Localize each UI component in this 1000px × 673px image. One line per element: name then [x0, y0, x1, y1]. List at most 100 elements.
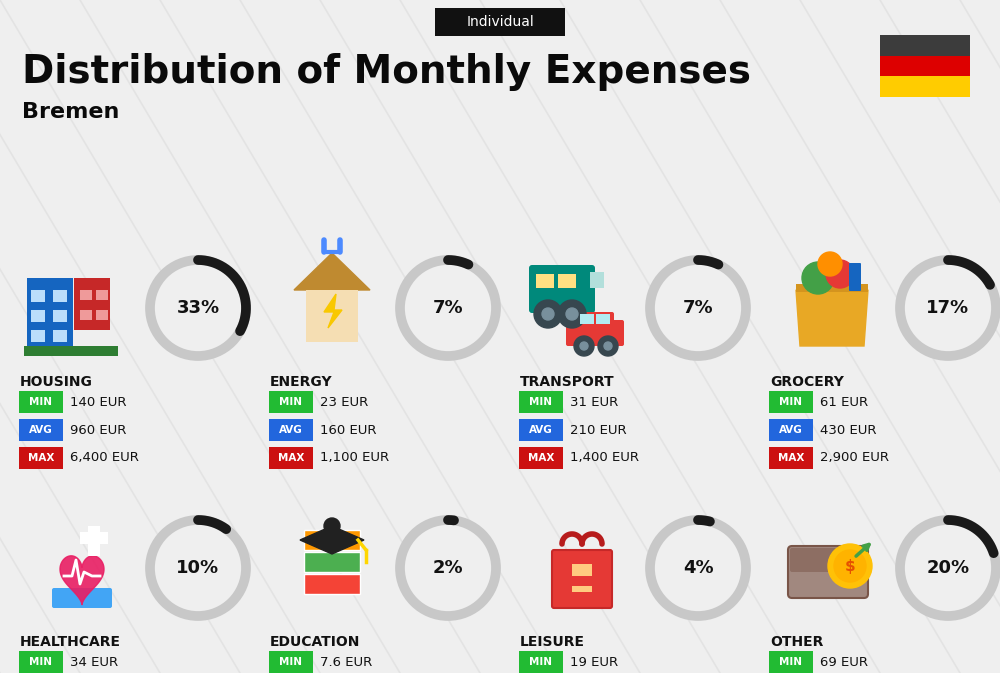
Text: 140 EUR: 140 EUR	[70, 396, 126, 409]
Text: 20%: 20%	[926, 559, 970, 577]
Text: 2,900 EUR: 2,900 EUR	[820, 452, 889, 464]
FancyBboxPatch shape	[306, 290, 358, 342]
Text: 160 EUR: 160 EUR	[320, 423, 376, 437]
Circle shape	[598, 336, 618, 356]
Circle shape	[566, 308, 578, 320]
Text: MAX: MAX	[778, 453, 804, 463]
Text: 61 EUR: 61 EUR	[820, 396, 868, 409]
Text: AVG: AVG	[529, 425, 553, 435]
FancyBboxPatch shape	[596, 314, 610, 324]
Text: 34 EUR: 34 EUR	[70, 656, 118, 668]
Text: EDUCATION: EDUCATION	[270, 635, 360, 649]
FancyBboxPatch shape	[304, 552, 360, 572]
Circle shape	[404, 264, 492, 353]
FancyBboxPatch shape	[269, 447, 313, 469]
Text: MIN: MIN	[280, 657, 302, 667]
FancyBboxPatch shape	[529, 265, 595, 313]
FancyBboxPatch shape	[590, 272, 604, 288]
FancyBboxPatch shape	[19, 391, 63, 413]
Text: AVG: AVG	[779, 425, 803, 435]
FancyBboxPatch shape	[80, 532, 108, 544]
Circle shape	[834, 550, 866, 582]
Text: HOUSING: HOUSING	[20, 375, 93, 389]
Text: Bremen: Bremen	[22, 102, 119, 122]
Circle shape	[542, 308, 554, 320]
Text: 33%: 33%	[176, 299, 220, 317]
Text: 69 EUR: 69 EUR	[820, 656, 868, 668]
FancyBboxPatch shape	[880, 35, 970, 56]
FancyBboxPatch shape	[53, 310, 67, 322]
Text: 17%: 17%	[926, 299, 970, 317]
Text: 1,400 EUR: 1,400 EUR	[570, 452, 639, 464]
FancyBboxPatch shape	[269, 651, 313, 673]
FancyBboxPatch shape	[304, 574, 360, 594]
Text: MAX: MAX	[278, 453, 304, 463]
Text: 19 EUR: 19 EUR	[570, 656, 618, 668]
Text: MAX: MAX	[28, 453, 54, 463]
Text: $: $	[845, 559, 855, 573]
Text: 7%: 7%	[683, 299, 713, 317]
Text: 6,400 EUR: 6,400 EUR	[70, 452, 139, 464]
Polygon shape	[796, 290, 868, 346]
FancyBboxPatch shape	[580, 314, 594, 324]
Polygon shape	[294, 253, 370, 290]
FancyBboxPatch shape	[566, 320, 624, 346]
Polygon shape	[324, 294, 342, 328]
Text: MAX: MAX	[528, 453, 554, 463]
Text: OTHER: OTHER	[770, 635, 823, 649]
Text: 2%: 2%	[433, 559, 463, 577]
Text: MIN: MIN	[30, 397, 52, 407]
FancyBboxPatch shape	[519, 391, 563, 413]
Circle shape	[802, 262, 834, 294]
FancyBboxPatch shape	[790, 548, 866, 572]
Circle shape	[324, 518, 340, 534]
Polygon shape	[300, 526, 364, 554]
Text: Distribution of Monthly Expenses: Distribution of Monthly Expenses	[22, 53, 751, 91]
Circle shape	[818, 252, 842, 276]
FancyBboxPatch shape	[788, 546, 868, 598]
FancyBboxPatch shape	[519, 651, 563, 673]
Text: 7.6 EUR: 7.6 EUR	[320, 656, 372, 668]
Circle shape	[534, 300, 562, 328]
FancyBboxPatch shape	[52, 588, 112, 608]
FancyBboxPatch shape	[53, 330, 67, 342]
Circle shape	[574, 336, 594, 356]
Circle shape	[654, 524, 742, 612]
Text: ENERGY: ENERGY	[270, 375, 333, 389]
FancyBboxPatch shape	[880, 76, 970, 97]
FancyBboxPatch shape	[31, 310, 45, 322]
FancyBboxPatch shape	[19, 419, 63, 441]
FancyBboxPatch shape	[31, 290, 45, 302]
Circle shape	[904, 524, 992, 612]
Text: GROCERY: GROCERY	[770, 375, 844, 389]
FancyBboxPatch shape	[24, 346, 118, 356]
FancyBboxPatch shape	[519, 447, 563, 469]
FancyBboxPatch shape	[27, 278, 73, 348]
FancyBboxPatch shape	[96, 290, 108, 300]
FancyBboxPatch shape	[435, 8, 565, 36]
Text: 10%: 10%	[176, 559, 220, 577]
Text: MIN: MIN	[780, 397, 802, 407]
FancyBboxPatch shape	[572, 564, 592, 592]
Text: LEISURE: LEISURE	[520, 635, 585, 649]
Text: 1,100 EUR: 1,100 EUR	[320, 452, 389, 464]
FancyBboxPatch shape	[74, 278, 110, 330]
FancyBboxPatch shape	[880, 56, 970, 76]
FancyBboxPatch shape	[769, 651, 813, 673]
Text: MIN: MIN	[280, 397, 302, 407]
Text: AVG: AVG	[29, 425, 53, 435]
Circle shape	[604, 342, 612, 350]
FancyBboxPatch shape	[519, 419, 563, 441]
FancyBboxPatch shape	[849, 263, 861, 291]
FancyBboxPatch shape	[19, 651, 63, 673]
Text: TRANSPORT: TRANSPORT	[520, 375, 615, 389]
Text: MIN: MIN	[530, 397, 552, 407]
FancyBboxPatch shape	[31, 330, 45, 342]
Text: MIN: MIN	[530, 657, 552, 667]
Text: 23 EUR: 23 EUR	[320, 396, 368, 409]
Circle shape	[154, 264, 242, 353]
FancyBboxPatch shape	[269, 391, 313, 413]
FancyBboxPatch shape	[19, 447, 63, 469]
FancyBboxPatch shape	[80, 310, 92, 320]
FancyBboxPatch shape	[769, 419, 813, 441]
